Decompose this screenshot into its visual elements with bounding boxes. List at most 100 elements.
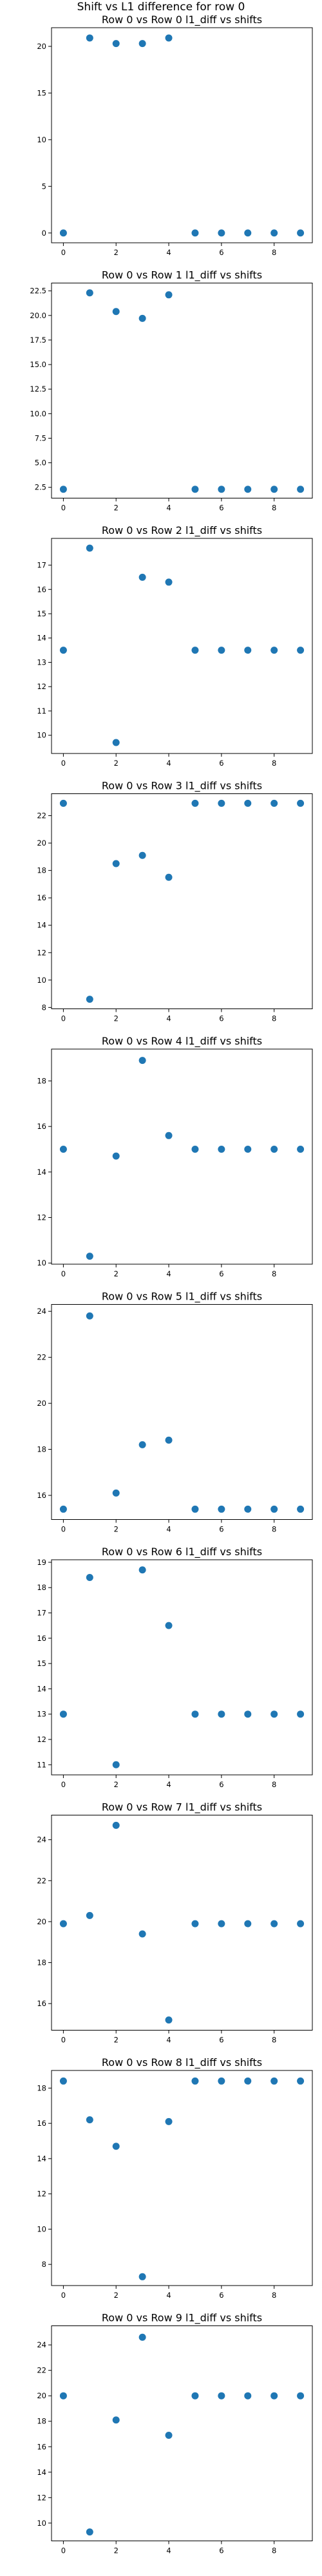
y-tick-label: 11: [37, 706, 46, 715]
x-tick-label: 4: [166, 2546, 171, 2555]
y-tick-label: 16: [37, 585, 46, 594]
data-point: [191, 229, 199, 237]
y-tick-label: 24: [37, 1835, 46, 1844]
x-tick-label: 2: [114, 504, 118, 513]
data-point: [270, 1146, 278, 1153]
data-point: [165, 2117, 173, 2125]
x-tick-label: 2: [114, 1014, 118, 1023]
x-tick-label: 0: [61, 1014, 66, 1023]
y-tick-label: 12: [37, 2190, 46, 2199]
data-point: [59, 1146, 67, 1153]
y-tick-label: 10: [37, 2519, 46, 2528]
data-point: [244, 1920, 252, 1927]
data-point: [138, 573, 146, 581]
y-tick-label: 10: [37, 135, 46, 144]
y-tick-label: 12.5: [30, 384, 46, 393]
y-tick-label: 12: [37, 948, 46, 957]
x-tick-label: 4: [166, 1269, 171, 1278]
x-tick-label: 4: [166, 248, 171, 257]
data-point: [218, 486, 225, 493]
data-point: [138, 1566, 146, 1574]
data-point: [191, 1710, 199, 1718]
data-point: [244, 2077, 252, 2085]
data-point: [244, 486, 252, 493]
data-point: [165, 34, 173, 42]
data-point: [86, 544, 93, 552]
data-point: [112, 2416, 120, 2424]
x-tick-label: 6: [219, 2291, 223, 2300]
data-point: [86, 2116, 93, 2124]
data-point: [138, 851, 146, 859]
x-tick-label: 6: [219, 2546, 223, 2555]
data-point: [191, 1920, 199, 1927]
axes-frame: [51, 27, 313, 243]
y-tick-label: 11: [37, 1760, 46, 1769]
y-tick-label: 10.0: [30, 409, 46, 418]
figure-suptitle: Shift vs L1 difference for row 0: [77, 1, 245, 14]
y-tick-label: 24: [37, 1307, 46, 1316]
data-point: [112, 1152, 120, 1160]
axes-frame: [51, 283, 313, 498]
x-tick-label: 8: [272, 2036, 276, 2045]
y-tick-label: 18: [37, 1583, 46, 1592]
x-tick-label: 4: [166, 504, 171, 513]
x-tick-label: 0: [61, 1269, 66, 1278]
y-tick-label: 7.5: [35, 433, 46, 442]
data-point: [270, 2392, 278, 2400]
data-point: [112, 1821, 120, 1829]
x-tick-label: 6: [219, 759, 223, 768]
y-tick-label: 12: [37, 1735, 46, 1744]
data-point: [218, 1920, 225, 1927]
y-tick-label: 20: [37, 838, 46, 848]
x-tick-label: 0: [61, 2036, 66, 2045]
data-point: [218, 799, 225, 807]
y-tick-label: 20: [37, 1917, 46, 1926]
data-point: [297, 1146, 305, 1153]
data-point: [112, 308, 120, 316]
y-tick-label: 15: [37, 88, 46, 97]
y-tick-label: 14: [37, 2154, 46, 2163]
x-tick-label: 0: [61, 2546, 66, 2555]
data-point: [112, 40, 120, 48]
data-point: [191, 2077, 199, 2085]
y-tick-label: 20: [37, 2391, 46, 2400]
subplot-title: Row 0 vs Row 2 l1_diff vs shifts: [102, 524, 262, 537]
x-tick-label: 8: [272, 2291, 276, 2300]
axes-frame: [51, 538, 313, 754]
subplot-title: Row 0 vs Row 9 l1_diff vs shifts: [102, 2312, 262, 2325]
data-point: [59, 486, 67, 493]
y-tick-label: 8: [42, 2260, 46, 2269]
data-point: [59, 229, 67, 237]
subplot-title: Row 0 vs Row 0 l1_diff vs shifts: [102, 14, 262, 26]
data-point: [165, 291, 173, 299]
data-point: [59, 799, 67, 807]
subplot-6: Row 0 vs Row 6 l1_diff vs shifts 0 2 4 6 8 11 1…: [37, 1546, 313, 1789]
data-point: [86, 1911, 93, 1919]
subplot-8: Row 0 vs Row 8 l1_diff vs shifts 0 2 4 6 8 8 10…: [37, 2056, 313, 2300]
x-tick-label: 2: [114, 1525, 118, 1534]
data-point: [138, 1057, 146, 1065]
data-point: [59, 647, 67, 654]
data-point: [297, 1505, 305, 1513]
data-point: [270, 799, 278, 807]
data-point: [270, 2077, 278, 2085]
y-tick-label: 14: [37, 1168, 46, 1177]
data-point: [86, 996, 93, 1003]
y-tick-label: 16: [37, 1634, 46, 1643]
subplot-0: Row 0 vs Row 0 l1_diff vs shifts 0 2 4 6 8 0 5 1…: [37, 14, 313, 257]
x-tick-label: 2: [114, 1269, 118, 1278]
x-tick-label: 8: [272, 1780, 276, 1789]
y-tick-label: 10: [37, 731, 46, 740]
y-tick-label: 18: [37, 1958, 46, 1967]
data-point: [138, 2273, 146, 2280]
x-tick-label: 0: [61, 759, 66, 768]
x-tick-label: 0: [61, 248, 66, 257]
y-tick-label: 13: [37, 1710, 46, 1719]
y-tick-label: 20.0: [30, 311, 46, 320]
axes-frame: [51, 1559, 313, 1776]
x-tick-label: 4: [166, 1525, 171, 1534]
x-tick-label: 2: [114, 759, 118, 768]
x-tick-label: 2: [114, 2036, 118, 2045]
